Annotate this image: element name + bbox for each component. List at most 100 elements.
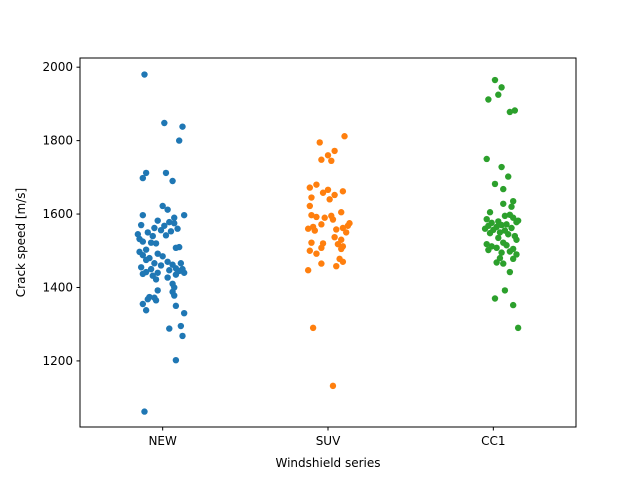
data-point-suv <box>333 226 340 233</box>
data-point-new <box>172 302 180 310</box>
data-point-suv <box>333 262 340 270</box>
data-point-new <box>164 206 171 213</box>
data-point-cc1 <box>498 249 505 256</box>
data-point-suv <box>313 181 320 188</box>
data-point-cc1 <box>506 268 514 276</box>
data-point-suv <box>338 209 345 216</box>
data-point-new <box>162 232 170 239</box>
data-point-suv <box>329 216 337 223</box>
data-point-new <box>174 225 181 232</box>
data-point-cc1 <box>514 324 522 332</box>
y-tick-label: 2000 <box>42 60 73 74</box>
data-point-cc1 <box>493 244 500 252</box>
data-point-new <box>179 332 186 340</box>
data-point-cc1 <box>498 163 505 171</box>
data-point-new <box>142 256 150 264</box>
data-point-cc1 <box>496 254 504 262</box>
data-point-suv <box>304 267 312 274</box>
data-point-cc1 <box>513 251 520 258</box>
data-point-new <box>141 408 148 415</box>
data-point-suv <box>331 191 338 199</box>
data-point-suv <box>324 186 332 194</box>
data-point-new <box>139 211 147 219</box>
data-point-suv <box>313 213 320 221</box>
data-point-cc1 <box>483 240 490 248</box>
y-tick-label: 1800 <box>42 134 73 148</box>
data-point-new <box>180 309 188 317</box>
data-point-new <box>152 240 160 247</box>
x-axis-title: Windshield series <box>275 456 380 470</box>
y-axis: 1200 1400 1600 1800 2000 <box>42 60 80 368</box>
data-point-new <box>171 214 178 221</box>
data-point-cc1 <box>500 185 507 193</box>
x-tick-label: SUV <box>316 434 341 448</box>
data-point-cc1 <box>498 221 505 229</box>
data-point-new <box>172 271 180 278</box>
data-point-cc1 <box>506 248 514 255</box>
data-point-suv <box>331 147 338 155</box>
data-point-suv <box>306 247 314 254</box>
data-point-suv <box>306 202 314 210</box>
data-point-cc1 <box>486 209 494 216</box>
data-point-cc1 <box>491 76 499 84</box>
data-point-new <box>149 232 156 240</box>
data-point-new <box>177 260 185 267</box>
data-point-cc1 <box>498 84 505 91</box>
data-point-suv <box>313 250 320 257</box>
data-point-new <box>166 218 173 226</box>
data-point-new <box>147 265 155 273</box>
data-point-cc1 <box>481 225 489 232</box>
data-point-suv <box>339 188 347 195</box>
data-point-new <box>139 251 147 259</box>
data-point-cc1 <box>505 173 512 180</box>
data-point-new <box>177 322 185 330</box>
data-point-cc1 <box>483 155 490 163</box>
data-point-suv <box>311 227 318 234</box>
data-point-new <box>154 217 161 224</box>
x-axis: NEW SUV CC1 <box>148 427 506 448</box>
data-point-cc1 <box>495 234 502 242</box>
data-point-suv <box>339 258 347 265</box>
data-point-new <box>152 297 160 304</box>
data-point-cc1 <box>509 197 517 205</box>
data-point-suv <box>339 224 347 232</box>
data-point-suv <box>319 189 327 196</box>
data-point-new <box>154 269 161 276</box>
data-point-new <box>180 269 188 276</box>
data-point-suv <box>304 225 312 232</box>
data-point-new <box>139 174 147 182</box>
data-point-suv <box>331 233 338 241</box>
data-point-cc1 <box>505 231 512 238</box>
data-point-new <box>171 220 178 227</box>
data-point-cc1 <box>483 215 490 223</box>
data-point-cc1 <box>486 229 494 237</box>
data-point-new <box>180 211 188 219</box>
data-point-suv <box>321 214 328 221</box>
data-point-cc1 <box>513 236 520 243</box>
data-point-suv <box>306 184 314 191</box>
data-point-new <box>139 300 147 308</box>
data-point-new <box>161 222 168 229</box>
data-point-new <box>137 221 145 229</box>
data-point-cc1 <box>493 259 500 266</box>
data-point-cc1 <box>503 242 510 249</box>
data-point-new <box>144 296 151 303</box>
data-point-new <box>176 137 183 144</box>
data-point-new <box>151 260 158 267</box>
data-point-cc1 <box>485 96 492 103</box>
data-point-suv <box>316 139 323 146</box>
data-point-new <box>154 287 161 294</box>
data-point-cc1 <box>501 287 509 294</box>
data-point-cc1 <box>506 108 514 116</box>
data-point-cc1 <box>501 212 509 220</box>
data-point-cc1 <box>491 295 499 302</box>
data-point-suv <box>308 211 315 219</box>
y-axis-title: Crack speed [m/s] <box>14 188 28 297</box>
data-point-suv <box>318 156 325 163</box>
data-point-new <box>157 262 165 269</box>
data-point-new <box>147 239 155 246</box>
plot-area <box>80 58 576 427</box>
data-point-cc1 <box>500 200 507 207</box>
data-point-suv <box>326 196 333 203</box>
